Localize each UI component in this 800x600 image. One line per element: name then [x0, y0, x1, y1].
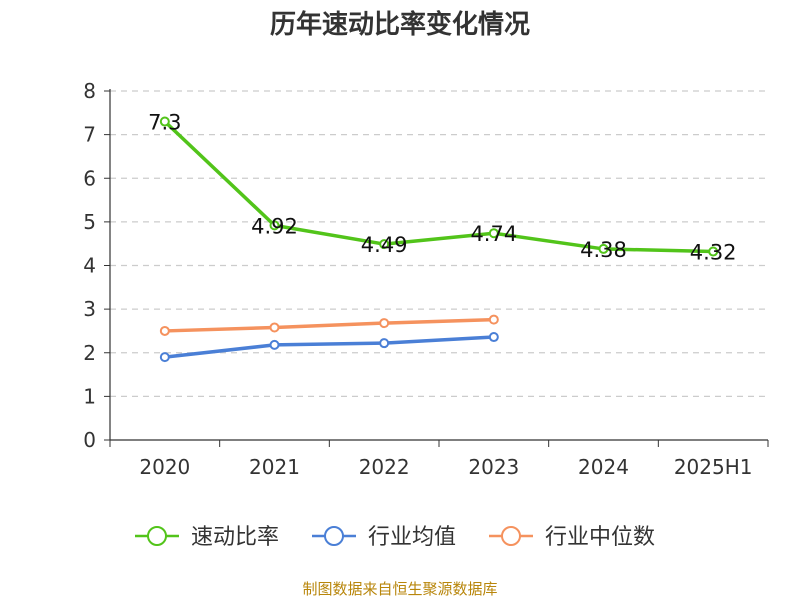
x-tick-label: 2025H1	[674, 455, 753, 479]
x-tick-label: 2021	[249, 455, 300, 479]
series-point	[379, 338, 390, 349]
x-tick-label: 2020	[139, 455, 190, 479]
series-line	[163, 335, 496, 359]
data-label: 4.49	[361, 233, 408, 257]
chart-title: 历年速动比率变化情况	[269, 10, 530, 40]
y-tick-label: 4	[83, 254, 96, 278]
series-point	[379, 239, 390, 250]
source-note: 制图数据来自恒生聚源数据库	[302, 580, 498, 598]
y-tick-label: 6	[83, 166, 96, 190]
series-point	[488, 314, 499, 325]
y-tick-label: 1	[83, 384, 96, 408]
data-label: 4.74	[470, 222, 517, 246]
series-point	[159, 325, 170, 336]
legend-label: 速动比率	[191, 525, 279, 550]
legend-label: 行业中位数	[545, 525, 655, 550]
y-tick-label: 3	[83, 297, 96, 321]
series-point	[159, 352, 170, 363]
data-label: 4.38	[580, 238, 627, 262]
legend-label: 行业均值	[368, 525, 456, 550]
legend-marker	[501, 526, 521, 546]
data-label: 7.3	[148, 111, 181, 135]
series-point	[269, 339, 280, 350]
x-tick-label: 2024	[578, 455, 629, 479]
y-tick-label: 8	[83, 79, 96, 103]
legend-marker	[324, 526, 344, 546]
series-point	[488, 332, 499, 343]
x-tick-label: 2023	[468, 455, 519, 479]
series-point	[269, 322, 280, 333]
y-tick-label: 2	[83, 341, 96, 365]
series-point	[269, 220, 280, 231]
series-point	[708, 246, 719, 257]
x-tick-label: 2022	[359, 455, 410, 479]
data-label: 4.92	[251, 214, 298, 238]
y-tick-label: 7	[83, 123, 96, 147]
legend-marker	[147, 526, 167, 546]
series-point	[488, 228, 499, 239]
series-point	[598, 243, 609, 254]
data-label: 4.32	[690, 241, 737, 265]
series-point	[159, 116, 170, 127]
series-line	[163, 317, 496, 333]
series-point	[379, 318, 390, 329]
y-tick-label: 5	[83, 210, 96, 234]
series-line	[163, 119, 715, 254]
y-tick-label: 0	[83, 428, 96, 452]
